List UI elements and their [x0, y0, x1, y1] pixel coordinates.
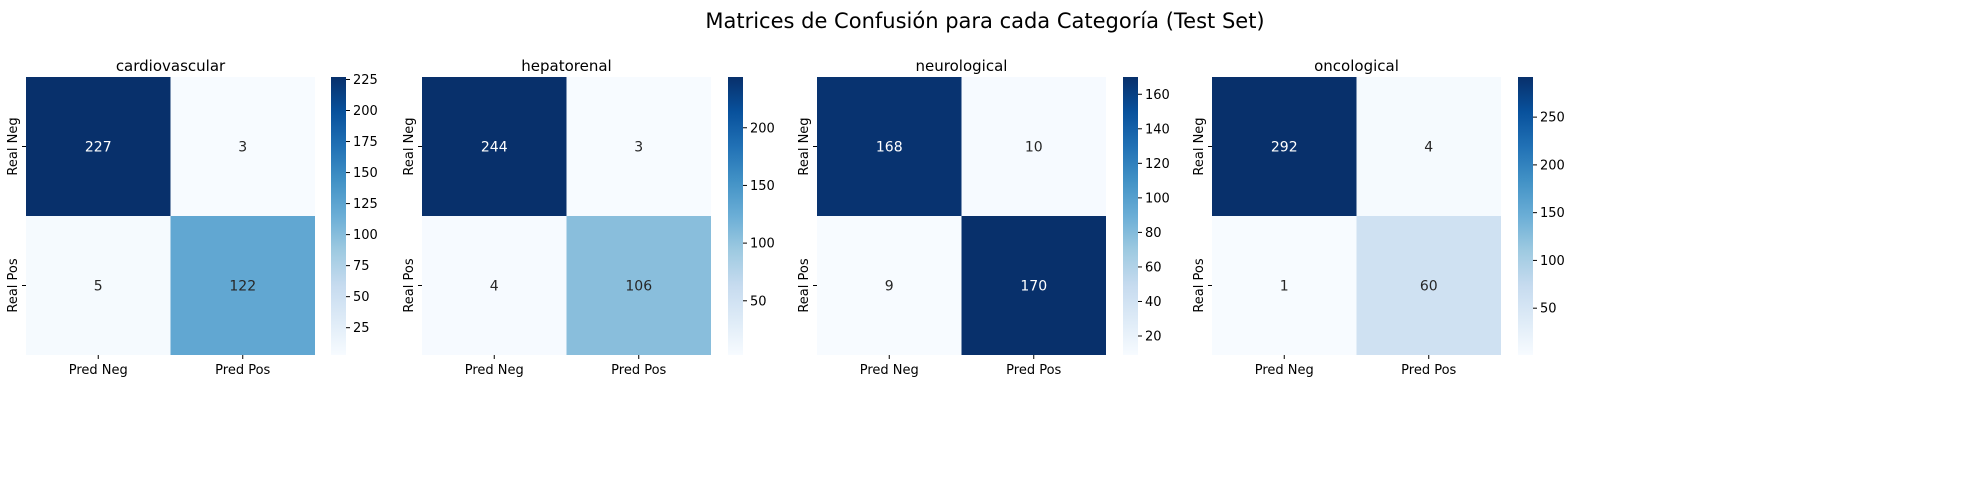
colorbar-tick-label: 100 [353, 228, 378, 243]
cell-value-label: 106 [625, 279, 652, 295]
panel-hepatorenal: hepatorenal 244 3 4 106 Pred Neg Pred Pos Real … [402, 57, 775, 378]
cell-value-label: 5 [94, 279, 103, 295]
heatmap-cell [1212, 77, 1357, 216]
heatmap-cell [422, 77, 567, 216]
figure-title: Matrices de Confusión para cada Categorí… [705, 9, 1264, 33]
x-tick-label: Pred Pos [1401, 363, 1456, 378]
cell-value-label: 292 [1271, 140, 1298, 156]
colorbar-tick-label: 50 [1540, 302, 1557, 317]
colorbar-tick-label: 160 [1145, 88, 1170, 103]
colorbar-tick-label: 140 [1145, 122, 1170, 137]
colorbar-tick-label: 20 [1145, 330, 1162, 345]
x-tick-label: Pred Neg [1255, 363, 1314, 378]
colorbar-tick-label: 75 [353, 259, 370, 274]
heatmap-cell [566, 77, 711, 216]
heatmap-cell [422, 216, 567, 355]
y-tick-label: Real Neg [797, 117, 812, 175]
colorbar-tick-label: 80 [1145, 226, 1162, 241]
x-tick-label: Pred Pos [611, 363, 666, 378]
panels: cardiovascular 227 3 5 122 Pred Neg Pred Pos Re… [6, 57, 1565, 378]
cell-value-label: 168 [876, 140, 903, 156]
cell-value-label: 3 [238, 140, 247, 156]
heatmap-cell [170, 77, 315, 216]
cell-value-label: 1 [1280, 279, 1289, 295]
colorbar-tick-label: 150 [1540, 206, 1565, 221]
x-tick-label: Pred Pos [1006, 363, 1061, 378]
colorbar [1518, 77, 1533, 355]
colorbar-tick-label: 150 [353, 166, 378, 181]
colorbar-tick-label: 25 [353, 321, 370, 336]
colorbar-tick-label: 100 [750, 237, 775, 252]
colorbar-tick-label: 100 [1145, 191, 1170, 206]
cell-value-label: 4 [490, 279, 499, 295]
cell-value-label: 60 [1420, 279, 1438, 295]
heatmap-cell [817, 77, 962, 216]
colorbar [1123, 77, 1138, 355]
y-tick-label: Real Pos [1192, 258, 1207, 312]
colorbar-tick-label: 250 [1540, 111, 1565, 126]
heatmap-cell [566, 216, 711, 355]
colorbar-tick-label: 175 [353, 135, 378, 150]
y-tick-label: Real Neg [402, 117, 417, 175]
heatmap-cell [1356, 216, 1501, 355]
y-tick-label: Real Pos [797, 258, 812, 312]
colorbar-tick-label: 40 [1145, 295, 1162, 310]
colorbar-tick-label: 50 [750, 294, 767, 309]
y-tick-label: Real Pos [6, 258, 21, 312]
heatmap-cell [817, 216, 962, 355]
colorbar-tick-label: 200 [1540, 158, 1565, 173]
y-tick-label: Real Neg [1192, 117, 1207, 175]
panel-title: hepatorenal [521, 57, 611, 75]
colorbar-tick-label: 60 [1145, 260, 1162, 275]
heatmap-cell [1356, 77, 1501, 216]
x-tick-label: Pred Pos [215, 363, 270, 378]
colorbar-tick-label: 120 [1145, 157, 1170, 172]
heatmap-cell [1212, 216, 1357, 355]
panel-title: oncological [1314, 57, 1399, 75]
panel-cardiovascular: cardiovascular 227 3 5 122 Pred Neg Pred Pos Re… [6, 57, 378, 378]
colorbar [331, 77, 346, 355]
heatmap-cell [961, 77, 1106, 216]
x-tick-label: Pred Neg [465, 363, 524, 378]
cell-value-label: 10 [1025, 140, 1043, 156]
colorbar-tick-label: 50 [353, 290, 370, 305]
cell-value-label: 3 [634, 140, 643, 156]
colorbar-tick-label: 125 [353, 197, 378, 212]
x-tick-label: Pred Neg [860, 363, 919, 378]
colorbar-tick-label: 100 [1540, 254, 1565, 269]
colorbar-tick-label: 200 [353, 104, 378, 119]
panel-title: cardiovascular [116, 57, 226, 75]
colorbar-tick-label: 200 [750, 121, 775, 136]
cell-value-label: 122 [229, 279, 256, 295]
y-tick-label: Real Neg [6, 117, 21, 175]
cell-value-label: 244 [481, 140, 508, 156]
panel-title: neurological [916, 57, 1008, 75]
cell-value-label: 4 [1424, 140, 1433, 156]
y-tick-label: Real Pos [402, 258, 417, 312]
panel-oncological: oncological 292 4 1 60 Pred Neg Pred Pos Real N… [1192, 57, 1565, 378]
colorbar-tick-label: 150 [750, 179, 775, 194]
cell-value-label: 9 [885, 279, 894, 295]
cell-value-label: 227 [85, 140, 112, 156]
cell-value-label: 170 [1020, 279, 1047, 295]
heatmap-cell [26, 216, 171, 355]
colorbar-tick-label: 225 [353, 73, 378, 88]
colorbar [728, 77, 743, 355]
x-tick-label: Pred Neg [69, 363, 128, 378]
panel-neurological: neurological 168 10 9 170 Pred Neg Pred Pos Rea… [797, 57, 1170, 378]
heatmap-cell [26, 77, 171, 216]
heatmap-cell [961, 216, 1106, 355]
heatmap-cell [170, 216, 315, 355]
